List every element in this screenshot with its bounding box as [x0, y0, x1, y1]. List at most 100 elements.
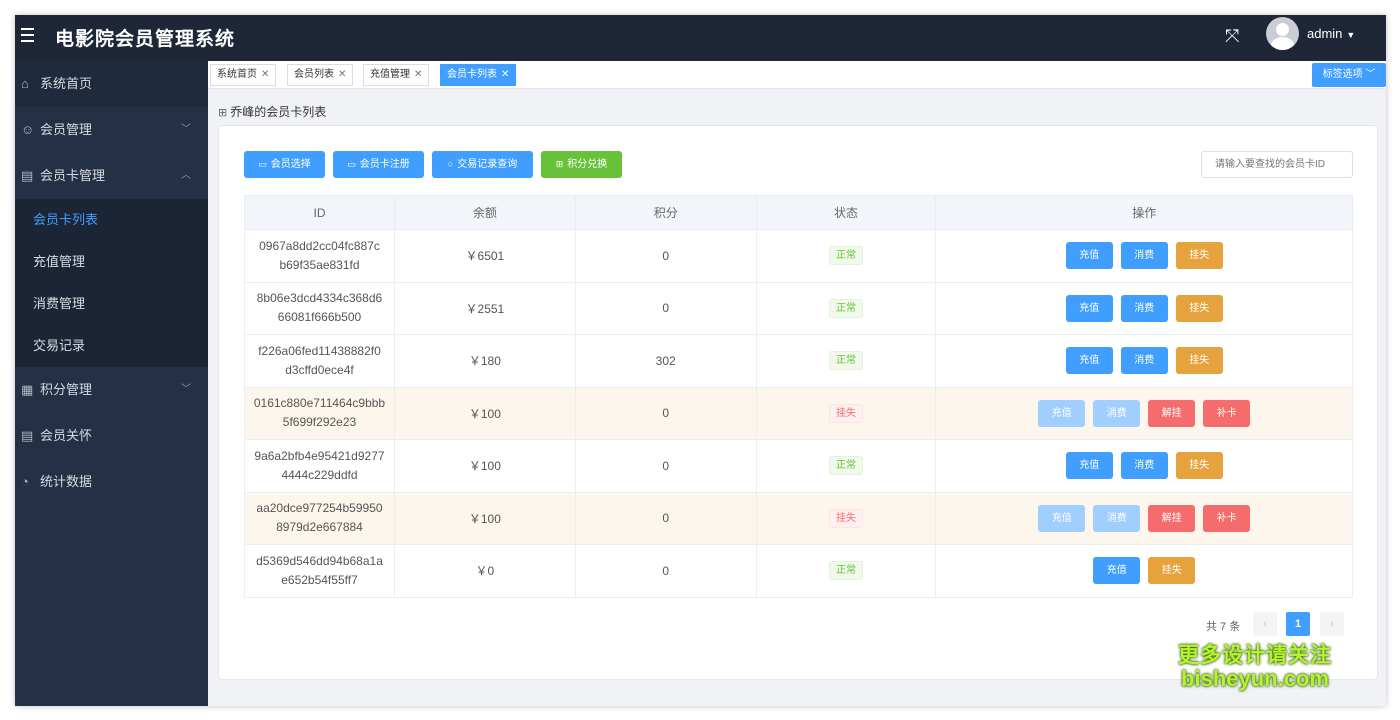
watermark: 更多设计请关注 bisheyun.com: [1170, 644, 1340, 691]
actions-cell: 充值 消费 解挂 补卡: [935, 491, 1353, 545]
tab-card-list[interactable]: 会员卡列表 ✕: [440, 64, 517, 86]
pagination-total: 共 7 条: [1206, 621, 1241, 633]
balance-cell: ￥180: [393, 334, 576, 388]
card-search-input[interactable]: [1201, 151, 1353, 178]
chevron-down-icon: ﹀: [181, 124, 191, 135]
sidebar-item-home[interactable]: ⌂ 系统首页: [15, 61, 208, 107]
points-cell: 0: [574, 386, 757, 440]
column-header-status[interactable]: 状态: [755, 195, 937, 230]
close-icon[interactable]: ✕: [414, 69, 423, 80]
tab-home[interactable]: 系统首页 ✕: [210, 64, 277, 86]
fullscreen-icon[interactable]: ⤧: [1225, 26, 1240, 46]
content-card: ▭会员选择 ▭会员卡注册 ○交易记录查询 ⊞积分兑换 ID 余额 积分 状态 操…: [218, 125, 1378, 680]
actions-cell: 充值 挂失: [935, 544, 1353, 598]
close-icon[interactable]: ✕: [338, 69, 347, 80]
recharge-button[interactable]: 充值: [1065, 242, 1113, 270]
recharge-button[interactable]: 充值: [1065, 452, 1113, 480]
balance-cell: ￥100: [393, 491, 576, 545]
card-id-line: aa20dce977254b59950: [256, 501, 383, 516]
tab-label: 会员列表: [294, 69, 334, 80]
close-icon[interactable]: ✕: [261, 69, 270, 80]
tabs-options-button[interactable]: 标签选项 ﹀: [1312, 63, 1386, 87]
sidebar-subitem-recharge[interactable]: 充值管理: [15, 241, 208, 283]
points-exchange-button[interactable]: ⊞ 积分兑换: [541, 151, 622, 178]
consume-button[interactable]: 消费: [1120, 452, 1168, 480]
pagination-prev-button[interactable]: ‹: [1253, 612, 1277, 636]
column-header-balance[interactable]: 余额: [393, 195, 576, 230]
consume-button[interactable]: 消费: [1120, 294, 1168, 322]
table-row: d5369d546dd94b68a1a e652b54f55ff7 ￥0 0 正常…: [244, 544, 1353, 598]
sidebar-subitem-card-list[interactable]: 会员卡列表: [15, 199, 208, 241]
unlock-button[interactable]: 解挂: [1148, 504, 1196, 532]
list-icon: ▤: [21, 428, 34, 443]
status-badge: 正常: [829, 456, 863, 476]
consume-button[interactable]: 消费: [1120, 347, 1168, 375]
actions-cell: 充值 消费 挂失: [935, 334, 1353, 388]
consume-button[interactable]: 消费: [1120, 242, 1168, 270]
sidebar-subitem-consume[interactable]: 消费管理: [15, 283, 208, 325]
points-cell: 0: [574, 491, 757, 545]
status-badge: 挂失: [829, 403, 863, 423]
consume-button: 消费: [1093, 399, 1141, 427]
card-register-button[interactable]: ▭ 会员卡注册: [333, 151, 424, 178]
balance-cell: ￥100: [393, 439, 576, 493]
report-lost-button[interactable]: 挂失: [1175, 242, 1223, 270]
button-label: 会员选择: [270, 159, 311, 170]
member-select-button[interactable]: ▭ 会员选择: [244, 151, 325, 178]
table-row: aa20dce977254b59950 8979d2e667884 ￥100 0 …: [244, 491, 1353, 545]
avatar[interactable]: [1266, 17, 1299, 50]
user-menu[interactable]: admin ▼: [1307, 26, 1355, 41]
points-cell: 302: [574, 334, 757, 388]
card-id-line: f226a06fed11438882f0: [258, 343, 381, 358]
column-header-points[interactable]: 积分: [574, 195, 757, 230]
balance-cell: ￥2551: [393, 281, 576, 335]
sidebar-item-label: 会员管理: [40, 122, 93, 137]
watermark-line-2: bisheyun.com: [1181, 666, 1329, 692]
card-id-line: 0161c880e711464c9bbb: [253, 396, 386, 411]
report-lost-button[interactable]: 挂失: [1175, 347, 1223, 375]
table-header-row: ID 余额 积分 状态 操作: [244, 195, 1353, 230]
report-lost-button[interactable]: 挂失: [1175, 452, 1223, 480]
pagination-next-button[interactable]: ›: [1320, 612, 1344, 636]
reissue-card-button[interactable]: 补卡: [1203, 504, 1251, 532]
balance-cell: ￥6501: [393, 229, 576, 283]
transaction-query-button[interactable]: ○ 交易记录查询: [432, 151, 533, 178]
card-id-line: d3cffd0ece4f: [285, 362, 354, 377]
reissue-card-button[interactable]: 补卡: [1203, 399, 1251, 427]
sidebar-subitem-transactions[interactable]: 交易记录: [15, 325, 208, 367]
sidebar-item-points[interactable]: ▦ 积分管理 ﹀: [15, 367, 208, 413]
sidebar-item-members[interactable]: ☺ 会员管理 ﹀: [15, 107, 208, 153]
grid-icon: ▦: [21, 382, 34, 397]
status-cell: 正常: [755, 334, 937, 388]
column-header-actions: 操作: [935, 195, 1353, 230]
menu-toggle-icon[interactable]: [21, 28, 37, 44]
card-id-line: b69f35ae831fd: [279, 257, 360, 272]
sidebar-item-cards[interactable]: ▤ 会员卡管理 ︿: [15, 153, 208, 199]
column-header-id[interactable]: ID: [244, 195, 395, 230]
username-label: admin: [1307, 26, 1343, 41]
recharge-button[interactable]: 充值: [1065, 294, 1113, 322]
button-label: 会员卡注册: [359, 159, 410, 170]
tab-recharge[interactable]: 充值管理 ✕: [363, 64, 430, 86]
card-id-line: 8b06e3dcd4334c368d6: [256, 291, 383, 306]
card-id-cell: 0967a8dd2cc04fc887c b69f35ae831fd: [244, 229, 395, 283]
chevron-down-icon: ﹀: [181, 384, 191, 395]
sidebar-item-care[interactable]: ▤ 会员关怀: [15, 413, 208, 459]
report-lost-button[interactable]: 挂失: [1175, 294, 1223, 322]
actions-cell: 充值 消费 挂失: [935, 439, 1353, 493]
consume-button: 消费: [1093, 504, 1141, 532]
tabs-bar: 系统首页 ✕ 会员列表 ✕ 充值管理 ✕ 会员卡列表 ✕ 标签选项 ﹀: [208, 61, 1386, 89]
recharge-button[interactable]: 充值: [1065, 347, 1113, 375]
recharge-button[interactable]: 充值: [1093, 557, 1141, 585]
status-badge: 正常: [829, 561, 863, 581]
pagination-page-1[interactable]: 1: [1286, 612, 1310, 636]
status-badge: 正常: [829, 351, 863, 371]
status-cell: 正常: [755, 229, 937, 283]
report-lost-button[interactable]: 挂失: [1148, 557, 1196, 585]
sidebar-item-stats[interactable]: ◔ 统计数据: [15, 459, 208, 505]
unlock-button[interactable]: 解挂: [1148, 399, 1196, 427]
close-icon[interactable]: ✕: [501, 69, 510, 80]
sidebar-item-label: 会员关怀: [40, 428, 93, 443]
card-id-line: 8979d2e667884: [276, 520, 363, 535]
tab-member-list[interactable]: 会员列表 ✕: [287, 64, 354, 86]
